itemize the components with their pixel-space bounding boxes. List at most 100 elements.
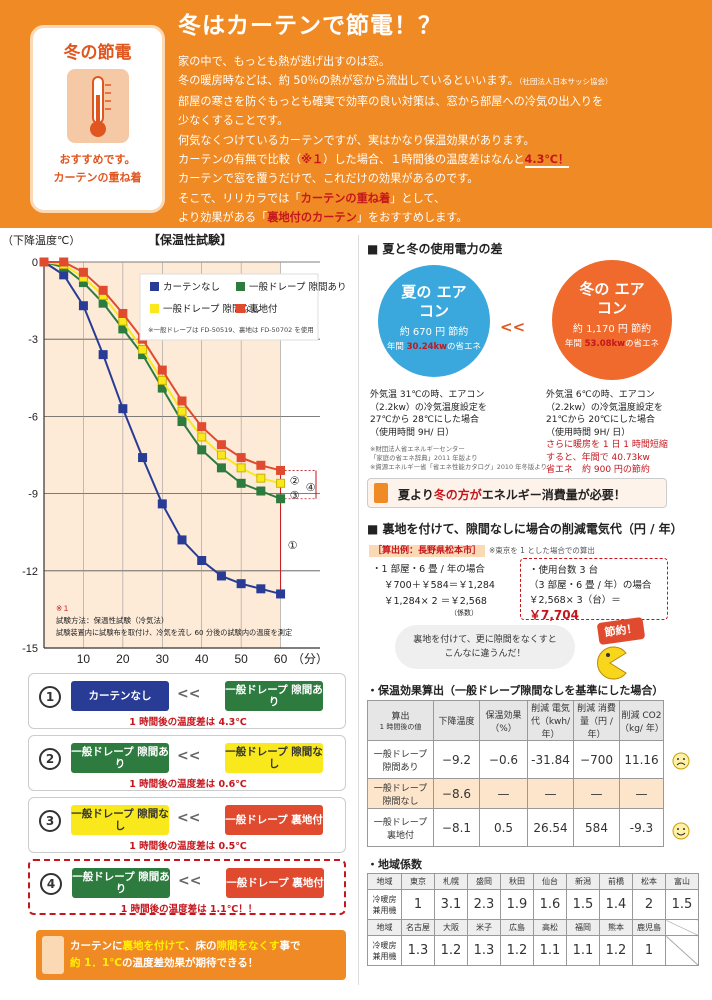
- table-cell: −8.1: [433, 808, 480, 847]
- banner-part: 夏より: [398, 488, 434, 502]
- region-value-cell: 1.1: [566, 935, 600, 966]
- x-tick-label: 60: [274, 652, 288, 666]
- x-tick-label: 30: [156, 652, 170, 666]
- x-tick-label: 40: [195, 652, 209, 666]
- header-line-text: 」として、: [390, 191, 446, 205]
- calc-caption-note: ※東京を 1 とした場合での算出: [489, 546, 595, 555]
- conclusion-highlight: 隙間をなくす: [216, 940, 280, 952]
- data-point: [256, 486, 266, 496]
- source-line: ※資源エネルギー省「省エネ性能カタログ」2010 年冬版より: [370, 463, 547, 471]
- region-value-cell: 1.4: [599, 889, 633, 920]
- table-cell: 584: [573, 808, 620, 847]
- region-value-cell: 1.3: [401, 935, 435, 966]
- table-cell: 一般ドレープ 隙間なし: [367, 778, 434, 809]
- conclusion-part: カーテンに: [70, 940, 123, 952]
- note-line: （使用時間 9H/ 日）: [370, 427, 455, 438]
- comparison-left: 一般ドレープ 隙間あり: [71, 743, 169, 773]
- data-point: [236, 453, 246, 463]
- data-point: [59, 270, 69, 280]
- calc-line: （3 部屋・6 畳 / 年）の場合: [529, 580, 652, 591]
- header-text: 算出: [391, 712, 410, 722]
- calc-line: ￥1,284× 2 ＝￥2,568: [372, 594, 495, 610]
- region-name-cell: 前橋: [599, 873, 633, 890]
- insulation-test-chart: 0 -3 -6 -9 -12 -15 10 20 30 40 50 60 （下降温度℃） 【保温性試験】 （…: [0, 230, 350, 670]
- chart-title: 【保温性試験】: [148, 232, 232, 247]
- region-value-cell: 1: [632, 935, 666, 966]
- comparison-left: カーテンなし: [71, 681, 169, 711]
- thermometer-icon: [42, 936, 64, 974]
- note-line: さらに暖房を 1 日 1 時間短縮: [546, 440, 668, 450]
- y-axis-label: （下降温度℃）: [2, 233, 80, 247]
- winter-note: 外気温 6℃の時、エアコン （2.2kw）の冷気温度設定を 21℃から 20℃に…: [546, 389, 668, 477]
- note-line: （2.2kw）の冷気温度設定を: [370, 402, 487, 413]
- section-title-effect: ・保温効果算出（一般ドレープ隙間なしを基準にした場合）: [367, 684, 664, 697]
- legend-swatch: [150, 282, 159, 291]
- conclusion-banner: カーテンに裏地を付けて、床の隙間をなくす事で 約 1．1℃の温度差効果が期待でき…: [36, 930, 346, 980]
- header-line-text: 」をおすすめします。: [356, 211, 468, 225]
- data-point: [216, 440, 226, 450]
- region-name-cell: 鹿児島: [632, 919, 666, 936]
- page-title: 冬はカーテンで節電！？: [178, 13, 442, 39]
- data-point: [256, 584, 266, 594]
- region-name-cell: 盛岡: [467, 873, 501, 890]
- annotation-mark: ④: [306, 481, 316, 494]
- header-banner: 冬の節電 おすすめです。 カーテンの重ね着 冬はカーテンで節電！？ 家の中で、も…: [0, 0, 712, 228]
- summer-title: 夏の エアコン: [401, 283, 467, 320]
- region-name-cell: 広島: [500, 919, 534, 936]
- data-point: [256, 460, 266, 470]
- data-point: [276, 589, 286, 599]
- region-value-cell: 2: [632, 889, 666, 920]
- footnote-mark: ※１: [301, 153, 324, 167]
- legend-box: [139, 273, 319, 341]
- data-point: [78, 267, 88, 277]
- legend-label: 一般ドレープ 隙間あり: [249, 281, 346, 293]
- winter-saving: 約 1,170 円 節約: [572, 324, 652, 335]
- data-point: [59, 257, 69, 267]
- cloud-line: こんなに違うんだ！: [444, 649, 526, 659]
- comparison-diff: 1 時間後の温度差は 4.3℃: [129, 717, 247, 728]
- data-point: [118, 404, 128, 414]
- table-header-row: 算出 1 時間後の値 下降温度 保温効果（%） 削減 電気代（kwh/ 年） 削減…: [367, 700, 664, 741]
- comparison-right: 一般ドレープ 隙間なし: [225, 743, 323, 773]
- calc-line: ・1 部屋・6 畳 / 年の場合: [372, 564, 485, 575]
- y-tick-label: -12: [22, 566, 38, 578]
- winter-yearly-suffix: の省エネ: [625, 339, 660, 349]
- highlight-text: 裏地付のカーテン: [267, 211, 357, 225]
- region-header-cell: 冷暖房 兼用機: [367, 935, 402, 966]
- region-value-cell: 1.3: [467, 935, 501, 966]
- region-value-cell: 2.3: [467, 889, 501, 920]
- source-note: （社団法人日本サッシ協会）: [518, 77, 613, 87]
- comparison-right: 一般ドレープ 隙間あり: [225, 681, 323, 711]
- footnote: 試験方法：保温性試験（冷気法）: [56, 615, 169, 625]
- data-point: [177, 535, 187, 545]
- table-cell: −0.6: [479, 740, 528, 779]
- banner-part: エネルギー消費量が必要！: [481, 488, 626, 502]
- header-line-text: そこで、リリカラでは「: [178, 191, 301, 205]
- annotation-mark: ①: [288, 539, 298, 552]
- table-cell: —: [479, 778, 528, 809]
- winter-title: 冬の エアコン: [579, 280, 645, 317]
- column-divider: [358, 235, 359, 985]
- summer-yearly: 年間 30.24kwの省エネ: [378, 340, 490, 352]
- comparison-diff: 1 時間後の温度差は 0.6℃: [129, 779, 247, 790]
- summer-yearly-suffix: の省エネ: [447, 342, 482, 352]
- table-cell: —: [619, 778, 664, 809]
- header-line: カーテンの有無で比較（※１）した場合、１時間後の温度差はなんと4.3℃！: [178, 150, 698, 169]
- badge-sub-2: カーテンの重ね着: [53, 171, 142, 184]
- calc-line-text: ￥1,284× 2 ＝￥2,568: [384, 596, 487, 607]
- winter-yearly: 年間 53.08kwの省エネ: [552, 337, 672, 349]
- coefficient-note: （係数）: [450, 609, 478, 617]
- x-tick-label: 50: [234, 652, 248, 666]
- header-line: 何気なくつけているカーテンですが、実はかなり保温効果があります。: [178, 133, 535, 147]
- data-point: [157, 375, 167, 385]
- data-point: [138, 453, 148, 463]
- comparison-row: 2 一般ドレープ 隙間あり << 一般ドレープ 隙間なし 1 時間後の温度差は …: [28, 735, 346, 791]
- table-cell: −700: [573, 740, 620, 779]
- region-header-cell: 地域: [367, 919, 402, 936]
- comparison-number: 2: [39, 748, 61, 770]
- note-line: 27℃から 28℃にした場合: [370, 415, 479, 425]
- source-notes: ※財団法人省エネルギーセンター 「家庭の省エネ辞典」2011 年版より ※資源エ…: [370, 445, 547, 472]
- header-subtext: 1 時間後の値: [379, 723, 422, 731]
- data-point: [157, 499, 167, 509]
- header-line: 冬の暖房時などは、約 50％の熱が窓から流出しているといいます。（社団法人日本サ…: [178, 71, 698, 91]
